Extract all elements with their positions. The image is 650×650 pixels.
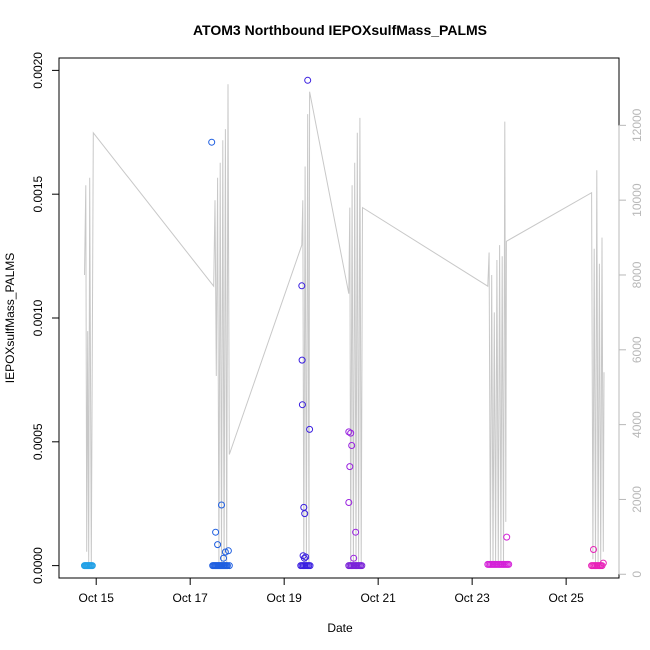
data-point [306, 425, 314, 433]
data-point [212, 528, 220, 536]
data-point [224, 547, 232, 555]
x-tick-label: Oct 17 [173, 591, 209, 605]
y-axis-left: 0.0000 0.0005 0.0010 0.0015 0.0020 [31, 52, 60, 584]
data-point [350, 554, 358, 562]
data-point [346, 463, 354, 471]
y-tick-label: 0.0020 [31, 52, 45, 89]
y2-tick-label: 10000 [630, 183, 644, 217]
x-tick-label: Oct 15 [79, 591, 115, 605]
y-tick-label: 0.0015 [31, 176, 45, 213]
y2-tick-label: 0 [630, 571, 644, 578]
y-tick-label: 0.0000 [31, 547, 45, 584]
y2-tick-label: 2000 [630, 486, 644, 513]
data-point [505, 560, 513, 568]
data-point [345, 428, 353, 436]
data-point [345, 499, 353, 506]
altitude-line [84, 84, 605, 567]
data-point [223, 562, 231, 570]
data-point [304, 76, 312, 84]
x-tick-label: Oct 25 [548, 591, 584, 605]
y-axis-right: 0 2000 4000 6000 8000 10000 12000 [618, 108, 644, 578]
data-point [503, 533, 511, 541]
y2-tick-label: 12000 [630, 108, 644, 142]
data-points-layer [81, 76, 607, 570]
data-point [298, 401, 306, 409]
data-point [300, 554, 308, 562]
altitude-line-layer [84, 84, 605, 567]
data-point [298, 356, 306, 364]
x-tick-label: Oct 21 [360, 591, 396, 605]
data-point [306, 562, 314, 570]
data-point [220, 554, 227, 562]
y-tick-label: 0.0005 [31, 423, 45, 460]
data-point [214, 541, 222, 549]
x-axis-label: Date [327, 621, 353, 635]
x-axis: Oct 15 Oct 17 Oct 19 Oct 21 Oct 23 Oct 25 [79, 577, 584, 605]
data-point [225, 562, 233, 570]
x-tick-label: Oct 19 [266, 591, 302, 605]
data-point [348, 442, 356, 449]
x-tick-label: Oct 23 [454, 591, 490, 605]
data-point [590, 546, 597, 553]
data-point [352, 528, 360, 536]
y2-tick-label: 6000 [630, 336, 644, 363]
chart-title: ATOM3 Northbound IEPOXsulfMass_PALMS [193, 22, 487, 38]
y2-tick-label: 8000 [630, 261, 644, 288]
y-axis-label: IEPOXsulfMass_PALMS [3, 253, 17, 384]
data-point [218, 501, 225, 509]
data-point [302, 553, 310, 561]
data-point [208, 138, 216, 146]
data-point [301, 510, 309, 518]
data-point [347, 429, 355, 437]
data-point [599, 559, 607, 567]
data-point [88, 562, 96, 570]
data-point [298, 282, 306, 290]
y-tick-label: 0.0010 [31, 299, 45, 336]
y2-tick-label: 4000 [630, 411, 644, 438]
data-point [358, 562, 366, 570]
